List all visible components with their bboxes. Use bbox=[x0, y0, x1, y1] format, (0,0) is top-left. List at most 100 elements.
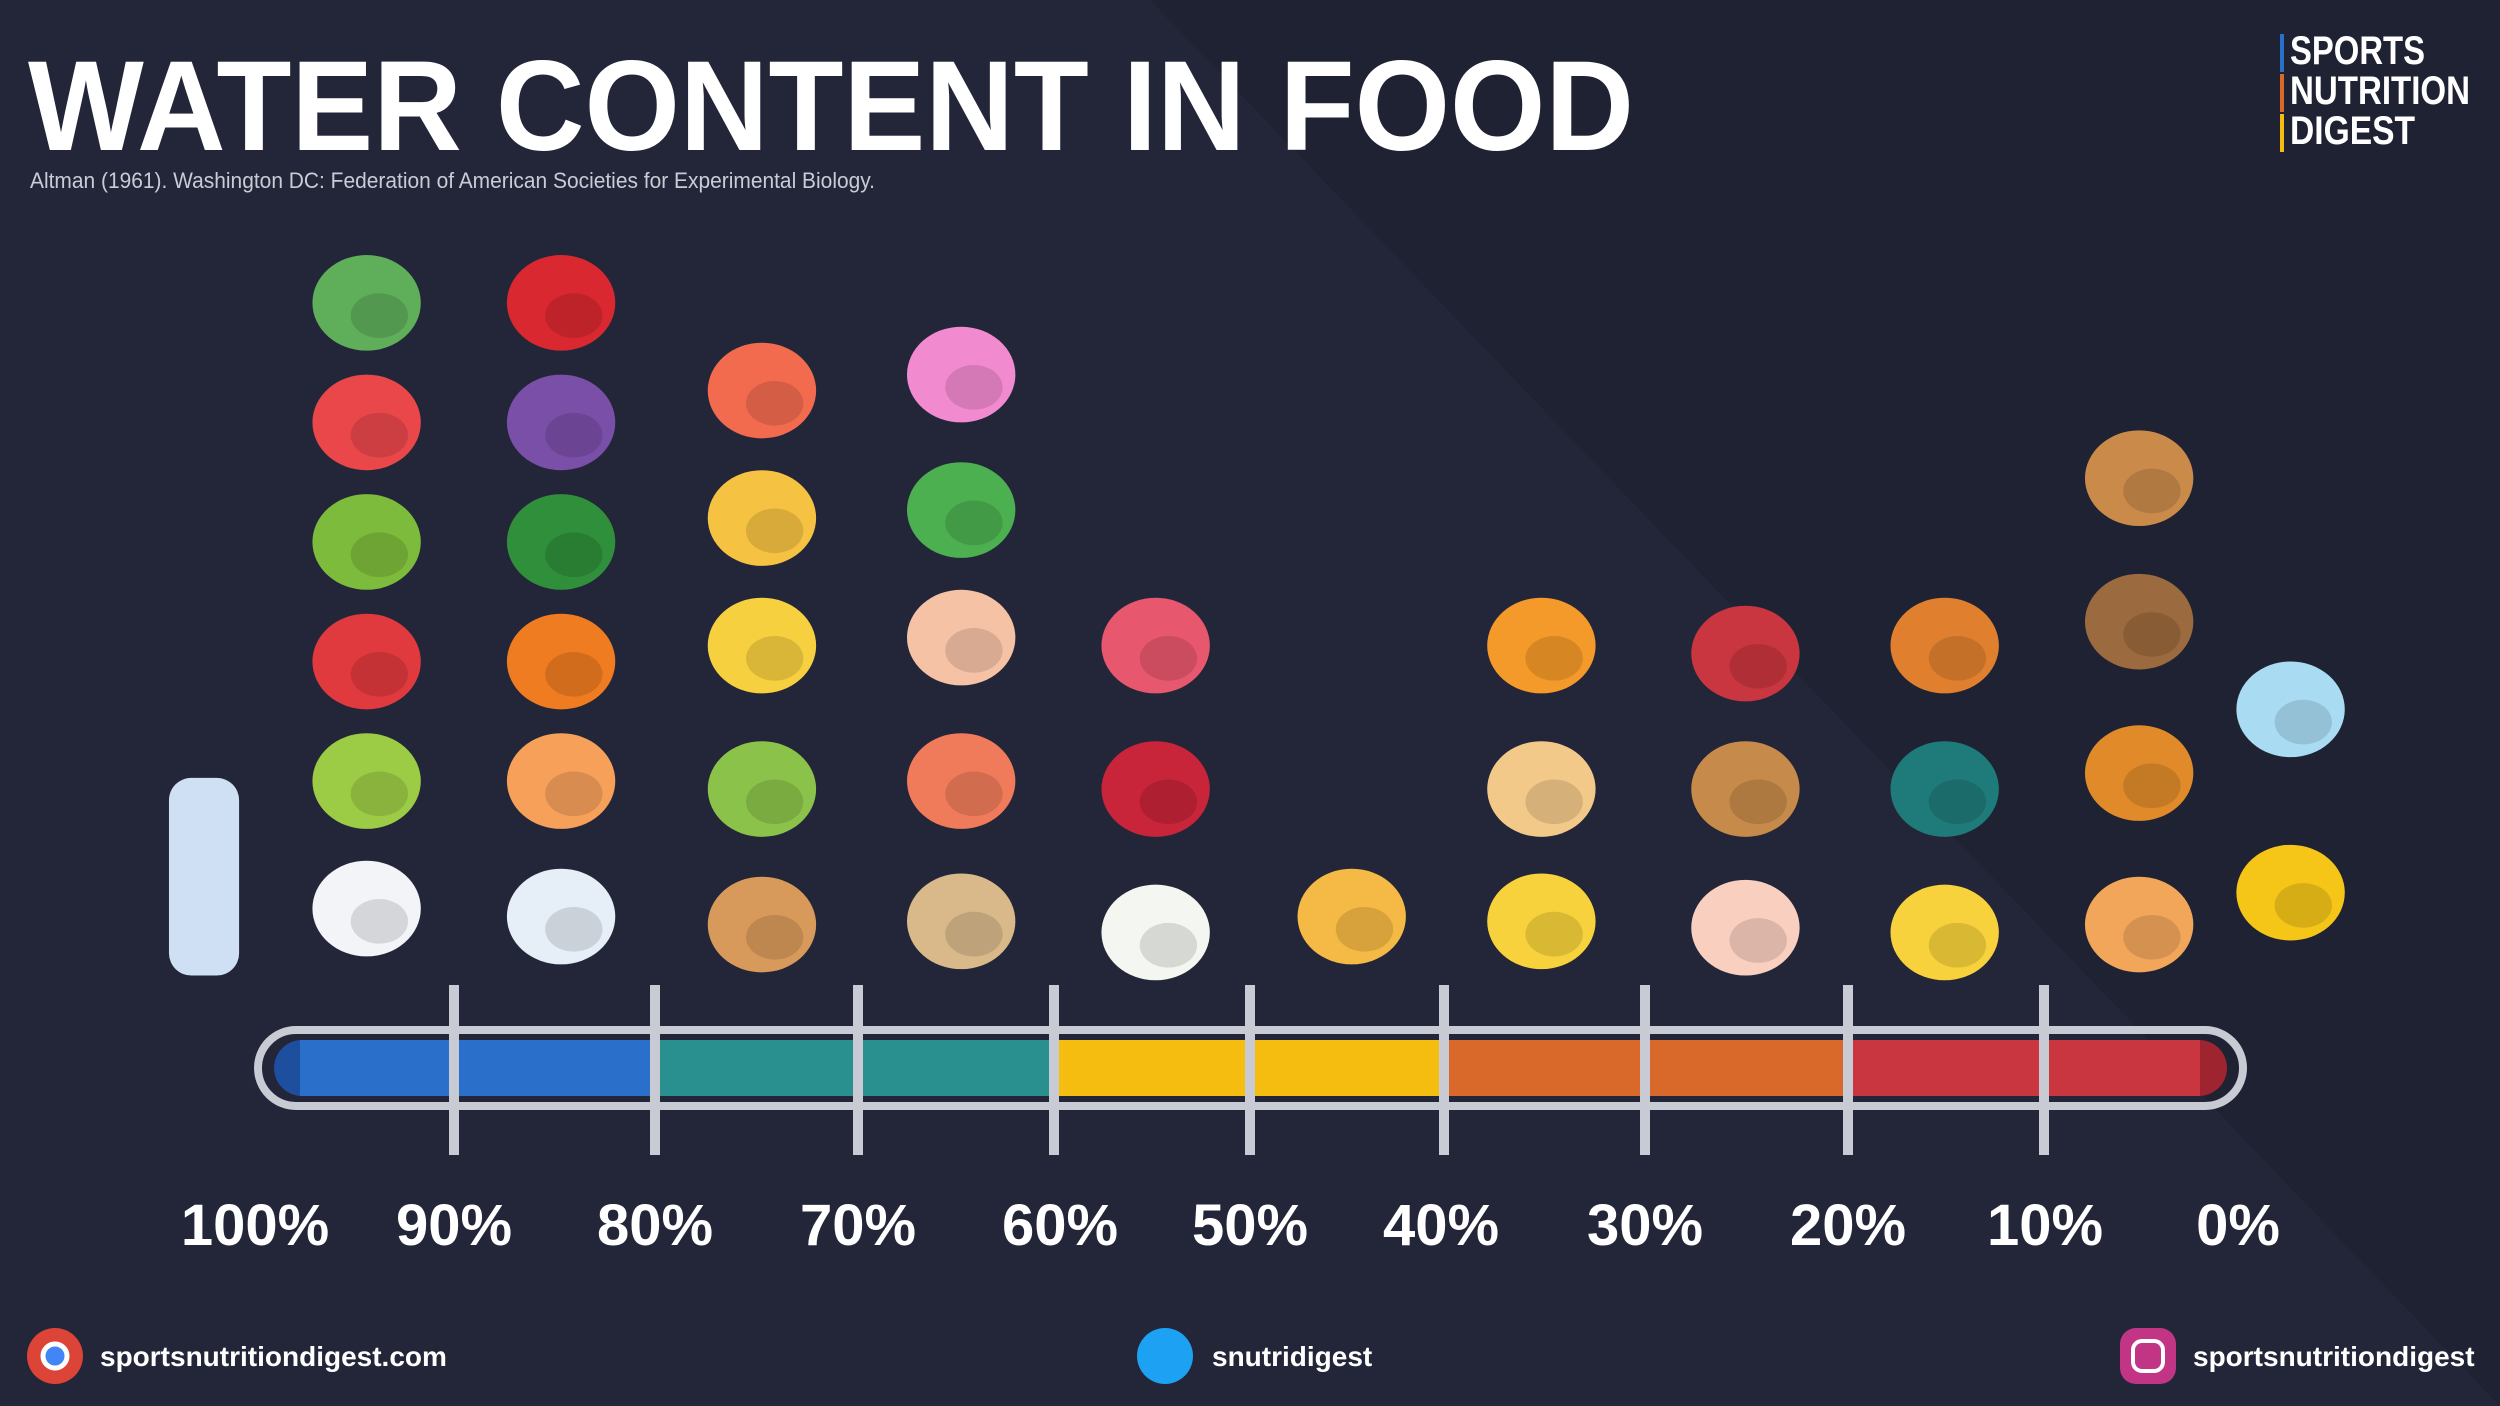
logo-bar bbox=[2280, 74, 2284, 112]
food-icon-shade bbox=[545, 412, 603, 458]
logo-line: SPORTS bbox=[2290, 29, 2425, 73]
food-icon bbox=[707, 470, 817, 566]
food-icon-shade bbox=[350, 532, 409, 578]
food-icon-shade bbox=[350, 771, 409, 817]
scale-segment bbox=[300, 1040, 655, 1096]
food-icons bbox=[168, 255, 2345, 981]
food-icon bbox=[312, 255, 421, 351]
food-icon-shade bbox=[2123, 612, 2181, 657]
food-icon bbox=[506, 613, 616, 710]
food-icon-shade bbox=[1139, 779, 1198, 825]
food-icon bbox=[1691, 741, 1800, 837]
food-icon bbox=[1890, 597, 1999, 694]
food-icon bbox=[906, 326, 1016, 423]
scale-label: 40% bbox=[1383, 1193, 1499, 1258]
food-icon bbox=[312, 733, 421, 829]
food-icon bbox=[506, 255, 616, 351]
food-icon bbox=[506, 374, 616, 471]
scale-tick bbox=[1049, 985, 1059, 1155]
scale-label: 60% bbox=[1002, 1193, 1118, 1258]
food-icon bbox=[2084, 573, 2194, 670]
scale-label: 70% bbox=[800, 1193, 916, 1258]
food-icon-shade bbox=[1525, 911, 1583, 957]
chrome-icon-center bbox=[40, 1341, 70, 1371]
instagram-glyph bbox=[2131, 1339, 2165, 1373]
title: WATER CONTENT IN FOOD bbox=[28, 35, 1634, 178]
food-icon bbox=[1890, 741, 1999, 837]
food-icon-shade bbox=[2123, 468, 2181, 514]
food-icon bbox=[312, 374, 421, 471]
food-icon-shade bbox=[545, 771, 603, 817]
food-icon-shade bbox=[745, 508, 804, 554]
scale-tick bbox=[1245, 985, 1255, 1155]
food-icon-shade bbox=[1928, 636, 1987, 681]
scale-tick bbox=[650, 985, 660, 1155]
food-icon bbox=[312, 494, 421, 590]
food-icon-shade bbox=[350, 412, 409, 458]
food-icon bbox=[1297, 868, 1406, 965]
food-icon bbox=[906, 589, 1016, 686]
food-icon-shade bbox=[745, 636, 804, 681]
logo-line: NUTRITION bbox=[2290, 69, 2470, 113]
source: Altman (1961). Washington DC: Federation… bbox=[30, 168, 875, 193]
scale-label: 10% bbox=[1987, 1193, 2103, 1258]
scale-tick bbox=[853, 985, 863, 1155]
logo: SPORTS NUTRITION DIGEST bbox=[2280, 29, 2470, 153]
food-icon-shade bbox=[1525, 779, 1583, 825]
twitter-icon bbox=[1137, 1328, 1193, 1384]
food-icon bbox=[506, 494, 616, 590]
food-icon-shade bbox=[1335, 906, 1394, 952]
food-icon-shade bbox=[1928, 779, 1987, 825]
food-icon-shade bbox=[745, 914, 804, 960]
food-icon-shade bbox=[2274, 699, 2333, 745]
instagram-icon bbox=[2120, 1328, 2176, 1384]
food-icon bbox=[1691, 605, 1800, 702]
food-icon-shade bbox=[1525, 636, 1583, 681]
food-icon-shade bbox=[945, 500, 1003, 546]
website[interactable]: sportsnutritiondigest.com bbox=[100, 1341, 447, 1372]
scale-segment bbox=[2030, 1040, 2200, 1096]
scale-label: 100% bbox=[181, 1193, 329, 1258]
scale-label: 20% bbox=[1790, 1193, 1906, 1258]
logo-bar bbox=[2280, 114, 2284, 152]
food-icon-shade bbox=[350, 651, 409, 697]
food-icon bbox=[506, 868, 616, 965]
food-icon bbox=[1101, 741, 1210, 837]
food-icon-shade bbox=[1928, 922, 1987, 968]
scale-label: 0% bbox=[2196, 1193, 2280, 1258]
food-icon bbox=[312, 613, 421, 710]
food-icon bbox=[1691, 879, 1800, 976]
food-icon-shade bbox=[350, 899, 409, 944]
instagram-handle[interactable]: sportsnutritiondigest bbox=[2193, 1341, 2475, 1372]
food-icon bbox=[707, 876, 817, 973]
food-icon bbox=[2084, 725, 2194, 821]
scale-label: 30% bbox=[1587, 1193, 1703, 1258]
logo-bar bbox=[2280, 34, 2284, 72]
scale-label: 80% bbox=[597, 1193, 713, 1258]
logo-line: DIGEST bbox=[2290, 109, 2415, 153]
food-icon-shade bbox=[1729, 643, 1787, 689]
food-icon bbox=[2236, 661, 2345, 758]
food-icon bbox=[906, 873, 1016, 970]
food-icon bbox=[707, 597, 817, 694]
food-icon bbox=[2084, 430, 2194, 527]
food-icon bbox=[2236, 844, 2345, 941]
scale-labels: 100% 90% 80% 70% 60% 50% 40% 30% 20% 10% 0% bbox=[181, 1193, 2280, 1258]
food-icon-shade bbox=[545, 293, 603, 338]
food-icon-shade bbox=[945, 365, 1003, 410]
food-icon bbox=[1890, 884, 1999, 981]
food-icon bbox=[1487, 741, 1596, 837]
scale-tick bbox=[2039, 985, 2049, 1155]
food-icon bbox=[2084, 876, 2194, 973]
food-icon-shade bbox=[745, 779, 804, 825]
food-icon-shade bbox=[2274, 883, 2333, 928]
twitter-handle[interactable]: snutridigest bbox=[1212, 1341, 1372, 1372]
food-icon bbox=[168, 777, 240, 976]
food-icon-shade bbox=[945, 771, 1003, 817]
footer: sportsnutritiondigest.com snutridigest s… bbox=[27, 1328, 2475, 1384]
scale-tick bbox=[1843, 985, 1853, 1155]
food-icon-shade bbox=[2123, 914, 2181, 960]
food-icon bbox=[1487, 873, 1596, 970]
scale-tick bbox=[1439, 985, 1449, 1155]
